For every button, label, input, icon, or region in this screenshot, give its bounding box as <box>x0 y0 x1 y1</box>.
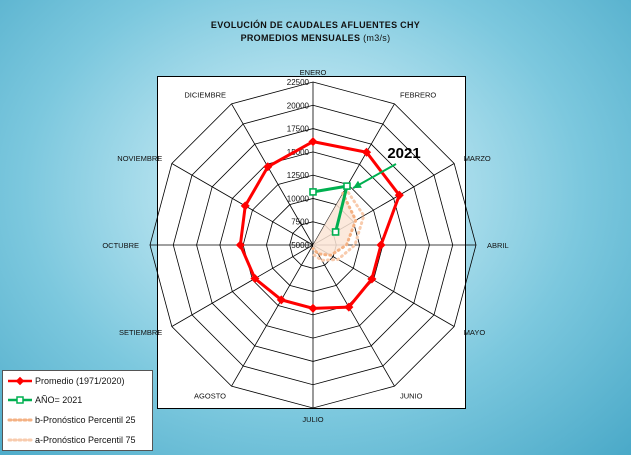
data-point-promedio <box>376 240 386 250</box>
legend-label-p75: a-Pronóstico Percentil 75 <box>35 435 136 445</box>
chart-title: EVOLUCIÓN DE CAUDALES AFLUENTES CHY <box>210 20 421 30</box>
legend: Promedio (1971/2020) AÑO= 2021 b-Pronóst… <box>2 370 153 451</box>
chart-unit: (m3/s) <box>363 33 391 43</box>
tick-label: 7500 <box>291 218 309 227</box>
chart-subtitle: PROMEDIOS MENSUALES (m3/s) <box>0 32 631 45</box>
category-label: NOVIEMBRE <box>117 154 162 163</box>
annotation-arrowhead <box>352 180 362 189</box>
annotation-2021-label: 2021 <box>387 145 420 162</box>
series-layer <box>235 137 404 313</box>
category-label: JULIO <box>302 415 323 424</box>
data-point-2021 <box>309 188 317 196</box>
spoke <box>231 103 314 246</box>
category-label: OCTUBRE <box>102 241 139 250</box>
series-line-forecast <box>311 187 366 262</box>
tick-label: 15000 <box>287 148 310 157</box>
category-label: MARZO <box>464 154 491 163</box>
chart-title-block: EVOLUCIÓN DE CAUDALES AFLUENTES CHY PROM… <box>0 19 631 45</box>
legend-swatch-p25 <box>7 418 33 422</box>
legend-swatch-promedio <box>8 376 32 386</box>
category-label: MAYO <box>464 328 486 337</box>
forecast-band <box>313 193 356 256</box>
data-point-promedio <box>362 147 372 157</box>
spoke <box>231 244 314 387</box>
spoke <box>312 244 395 387</box>
legend-item-p75: a-Pronóstico Percentil 75 <box>7 433 153 447</box>
legend-swatch-p75 <box>7 438 33 442</box>
tick-label: 17500 <box>287 125 310 134</box>
data-point-2021 <box>331 228 340 236</box>
legend-label-promedio: Promedio (1971/2020) <box>35 376 125 386</box>
legend-item-p25: b-Pronóstico Percentil 25 <box>7 413 153 427</box>
data-point-promedio <box>235 240 245 250</box>
data-point-promedio <box>250 274 260 284</box>
legend-label-2021: AÑO= 2021 <box>35 395 83 405</box>
legend-item-promedio: Promedio (1971/2020) <box>7 374 153 388</box>
tick-label: 10000 <box>287 194 310 203</box>
chart-subtitle-text: PROMEDIOS MENSUALES <box>240 33 361 43</box>
annotation-arrow <box>352 163 397 189</box>
tick-label: 20000 <box>287 101 310 110</box>
legend-item-2021: AÑO= 2021 <box>7 393 153 407</box>
tick-label: 12500 <box>287 171 310 180</box>
category-label: ABRIL <box>487 241 509 250</box>
category-label: AGOSTO <box>194 392 226 401</box>
category-label: SETIEMBRE <box>119 328 162 337</box>
category-label: DICIEMBRE <box>184 90 226 99</box>
legend-swatch-2021 <box>8 396 32 404</box>
tick-label: 22500 <box>287 78 310 87</box>
annotation-layer: 2021 <box>352 145 421 189</box>
spoke <box>171 244 314 327</box>
tick-label: 5000 <box>291 241 309 250</box>
legend-label-p25: b-Pronóstico Percentil 25 <box>35 415 136 425</box>
data-point-promedio <box>308 303 318 313</box>
category-label: ENERO <box>300 68 327 77</box>
radial-tick-labels: 5000 7500 10000 12500 15000 17500 20000 22500 <box>287 78 310 250</box>
series-line-forecast <box>311 191 358 257</box>
category-label: FEBRERO <box>400 90 436 99</box>
data-point-2021 <box>343 182 351 190</box>
category-labels: ENERO FEBRERO MARZO ABRIL MAYO JUNIO JULIO AGOS… <box>102 68 508 424</box>
category-label: JUNIO <box>400 392 423 401</box>
